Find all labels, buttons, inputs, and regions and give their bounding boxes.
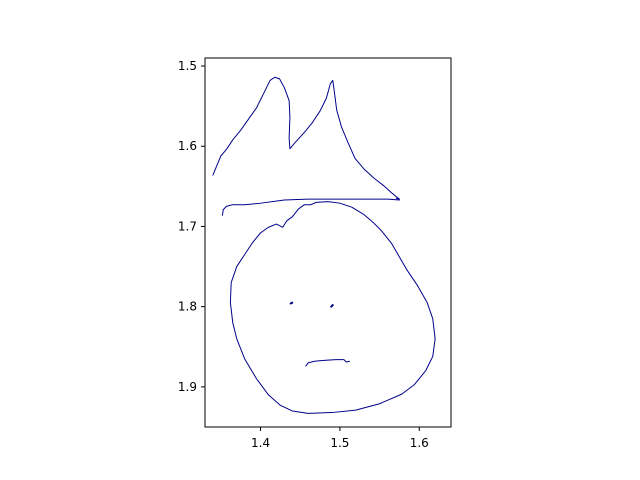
drawing-strokes <box>212 76 436 414</box>
y-tick-label: 1.7 <box>178 219 197 233</box>
y-tick-label: 1.6 <box>178 139 197 153</box>
y-tick-label: 1.9 <box>178 380 197 394</box>
x-tick-label: 1.4 <box>251 436 270 450</box>
stroke-4 <box>330 304 334 308</box>
stroke-5 <box>305 359 350 367</box>
y-tick-label: 1.5 <box>178 59 197 73</box>
y-axis: 1.5 1.6 1.7 1.8 1.9 <box>178 59 205 394</box>
x-tick-label: 1.6 <box>410 436 429 450</box>
x-axis: 1.4 1.5 1.6 <box>251 427 429 450</box>
stroke-3 <box>289 301 294 305</box>
stroke-2 <box>229 201 436 414</box>
stroke-1 <box>221 198 400 216</box>
stroke-0 <box>212 76 400 200</box>
x-tick-label: 1.5 <box>330 436 349 450</box>
y-tick-label: 1.8 <box>178 300 197 314</box>
axes-frame <box>204 57 452 428</box>
